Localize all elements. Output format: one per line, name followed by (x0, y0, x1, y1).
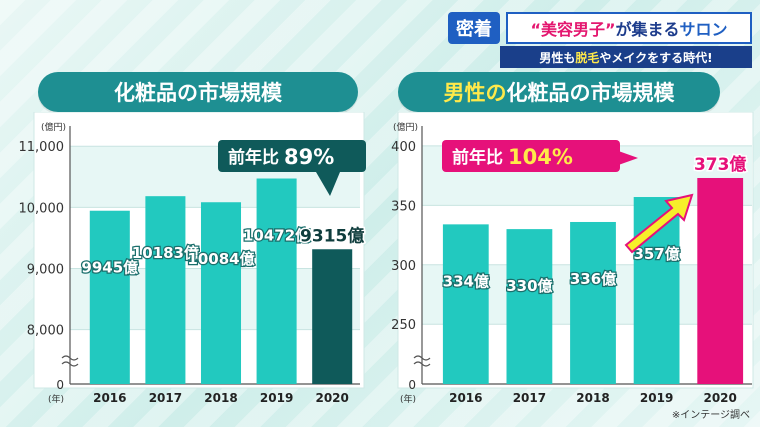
value-label: 334億 (443, 272, 489, 290)
bar (506, 229, 553, 384)
y-tick-label: 9,000 (27, 263, 64, 278)
y-tick-label: 400 (391, 140, 416, 155)
y-unit-label: (億円) (41, 121, 66, 133)
bar (312, 249, 353, 384)
bar (570, 221, 616, 384)
bar (200, 202, 242, 384)
y-tick-label: 10,000 (19, 201, 65, 216)
y-tick-label: 11,000 (19, 140, 65, 155)
value-label: 336億 (570, 270, 616, 288)
y-zero-label: 0 (408, 378, 416, 392)
subheadline-part3: やメイクをする時代! (599, 50, 713, 65)
right-chart-title: 男性の 化粧品の市場規模 (398, 72, 720, 112)
y-tick-label: 300 (391, 259, 416, 274)
x-tick-label: 2016 (93, 391, 126, 405)
subheadline-part1: 男性も (539, 50, 576, 65)
headline-part1: “美容男子” (530, 20, 616, 39)
callout-pointer (316, 172, 340, 196)
subheadline-bar: 男性も 脱毛 やメイクをする時代! (500, 46, 752, 68)
bar (697, 177, 744, 384)
axis-break-mark (61, 355, 79, 367)
x-unit-label: (年) (400, 393, 416, 405)
left-chart-title: 化粧品の市場規模 (38, 72, 358, 112)
right-bar-chart: 250 300 350 400 0 (億円) 2016 334億 2017 330億 2018 336… (391, 112, 754, 405)
y-tick-label: 8,000 (27, 324, 64, 339)
headline-part3: サロン (679, 20, 728, 39)
x-tick-label: 2018 (576, 391, 609, 405)
y-tick-label: 250 (391, 318, 416, 333)
source-footnote: ※インテージ調べ (671, 410, 750, 421)
value-label: 373億 (694, 154, 747, 175)
value-label: 9945億 (81, 259, 138, 277)
value-label: 357億 (633, 245, 679, 263)
y-tick-label: 350 (391, 199, 416, 214)
bar (256, 178, 297, 384)
headline-bar: “美容男子” が集まる サロン (506, 12, 752, 44)
x-tick-label: 2020 (315, 391, 348, 405)
x-tick-label: 2016 (449, 391, 482, 405)
x-tick-label: 2017 (149, 391, 182, 405)
value-label: 9315億 (300, 225, 364, 246)
value-label: 10472億 (243, 227, 310, 245)
y-zero-label: 0 (56, 378, 64, 392)
callout-box (442, 140, 620, 172)
subheadline-part2: 脱毛 (575, 50, 600, 65)
bar (89, 210, 130, 384)
x-tick-label: 2019 (640, 391, 673, 405)
value-label: 10183億 (132, 244, 199, 262)
callout-label: 前年比 (228, 147, 279, 168)
value-label: 10084億 (187, 250, 254, 268)
y-unit-label: (億円) (393, 121, 418, 133)
callout-label: 前年比 (452, 147, 503, 168)
axis-break-mark (413, 355, 431, 367)
x-tick-label: 2020 (703, 391, 736, 405)
callout-value: 89% (284, 145, 334, 169)
left-bar-chart: 8,000 9,000 10,000 11,000 0 (億円) 2016 9945億 2017… (19, 112, 366, 405)
growth-arrow-icon (624, 193, 694, 254)
x-tick-label: 2017 (513, 391, 546, 405)
program-logo: 密着 (448, 12, 500, 44)
x-tick-label: 2018 (204, 391, 237, 405)
callout-value: 104% (508, 145, 573, 169)
bar (442, 224, 489, 384)
callout-box (218, 140, 366, 172)
bar (145, 196, 186, 384)
x-tick-label: 2019 (260, 391, 293, 405)
x-unit-label: (年) (48, 393, 64, 405)
value-label: 330億 (506, 277, 552, 295)
headline-part2: が集まる (615, 20, 680, 39)
callout-pointer (610, 148, 638, 168)
